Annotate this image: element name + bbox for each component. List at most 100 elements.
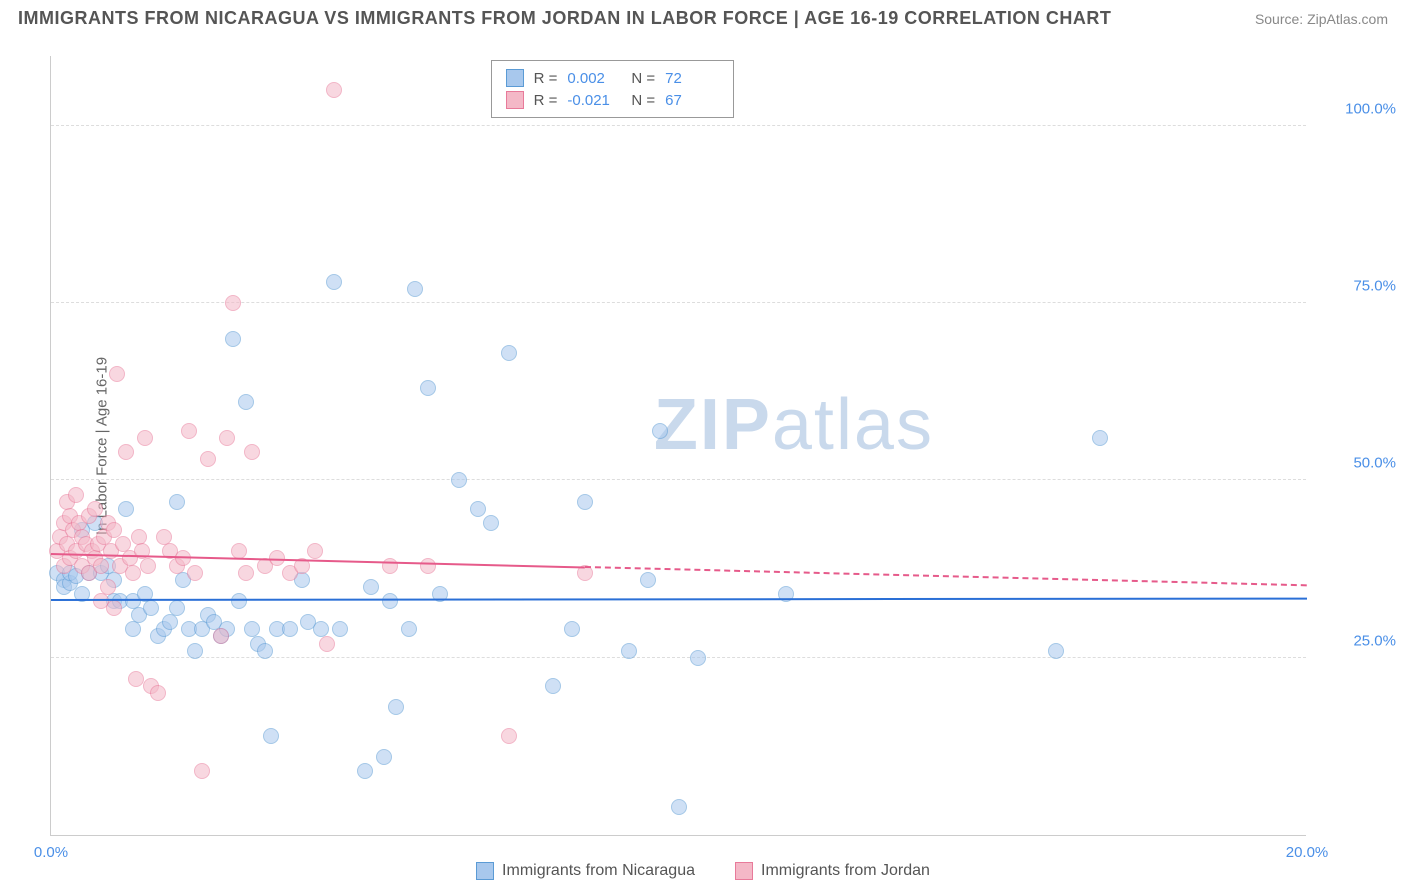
data-point — [68, 487, 84, 503]
data-point — [118, 444, 134, 460]
data-point — [162, 614, 178, 630]
data-point — [319, 636, 335, 652]
data-point — [150, 685, 166, 701]
data-point — [219, 430, 235, 446]
data-point — [376, 749, 392, 765]
r-value: 0.002 — [567, 70, 621, 87]
scatter-chart: In Labor Force | Age 16-19 ZIPatlas R =0… — [50, 56, 1306, 836]
data-point — [332, 621, 348, 637]
legend-swatch — [506, 69, 524, 87]
data-point — [187, 643, 203, 659]
legend-item: Immigrants from Jordan — [735, 862, 930, 880]
data-point — [382, 558, 398, 574]
legend-swatch — [735, 862, 753, 880]
data-point — [326, 82, 342, 98]
data-point — [564, 621, 580, 637]
legend-label: Immigrants from Nicaragua — [502, 862, 695, 880]
data-point — [307, 543, 323, 559]
data-point — [263, 728, 279, 744]
n-label: N = — [631, 92, 655, 109]
data-point — [501, 345, 517, 361]
data-point — [187, 565, 203, 581]
gridline — [51, 479, 1306, 480]
data-point — [128, 671, 144, 687]
watermark: ZIPatlas — [654, 384, 934, 466]
data-point — [169, 494, 185, 510]
trend-line-extrapolated — [585, 566, 1307, 586]
data-point — [1048, 643, 1064, 659]
correlation-legend: R = 0.002 N = 72 R = -0.021 N = 67 — [491, 60, 735, 118]
data-point — [169, 600, 185, 616]
data-point — [357, 763, 373, 779]
y-tick-label: 50.0% — [1316, 455, 1396, 472]
data-point — [100, 579, 116, 595]
data-point — [363, 579, 379, 595]
legend-label: Immigrants from Jordan — [761, 862, 930, 880]
data-point — [194, 763, 210, 779]
data-point — [382, 593, 398, 609]
data-point — [238, 565, 254, 581]
y-tick-label: 100.0% — [1316, 100, 1396, 117]
r-label: R = — [534, 70, 558, 87]
data-point — [125, 621, 141, 637]
data-point — [545, 678, 561, 694]
data-point — [106, 522, 122, 538]
r-label: R = — [534, 92, 558, 109]
data-point — [225, 295, 241, 311]
data-point — [225, 331, 241, 347]
data-point — [420, 380, 436, 396]
correlation-legend-row: R = -0.021 N = 67 — [506, 89, 720, 111]
data-point — [690, 650, 706, 666]
chart-title: IMMIGRANTS FROM NICARAGUA VS IMMIGRANTS … — [18, 8, 1111, 29]
data-point — [1092, 430, 1108, 446]
data-point — [125, 565, 141, 581]
y-tick-label: 25.0% — [1316, 632, 1396, 649]
data-point — [231, 593, 247, 609]
data-point — [652, 423, 668, 439]
data-point — [501, 728, 517, 744]
data-point — [181, 423, 197, 439]
correlation-legend-row: R = 0.002 N = 72 — [506, 67, 720, 89]
data-point — [238, 394, 254, 410]
data-point — [577, 494, 593, 510]
x-tick-label: 20.0% — [1286, 844, 1329, 861]
data-point — [257, 643, 273, 659]
data-point — [621, 643, 637, 659]
trend-line — [51, 598, 1307, 601]
n-value: 72 — [665, 70, 719, 87]
data-point — [140, 558, 156, 574]
data-point — [137, 430, 153, 446]
chart-header: IMMIGRANTS FROM NICARAGUA VS IMMIGRANTS … — [0, 0, 1406, 33]
data-point — [388, 699, 404, 715]
data-point — [470, 501, 486, 517]
data-point — [106, 600, 122, 616]
y-tick-label: 75.0% — [1316, 278, 1396, 295]
data-point — [143, 600, 159, 616]
gridline — [51, 125, 1306, 126]
legend-swatch — [476, 862, 494, 880]
x-tick-label: 0.0% — [34, 844, 68, 861]
data-point — [451, 472, 467, 488]
n-label: N = — [631, 70, 655, 87]
r-value: -0.021 — [567, 92, 621, 109]
data-point — [420, 558, 436, 574]
data-point — [118, 501, 134, 517]
source-label: Source: ZipAtlas.com — [1255, 11, 1388, 27]
data-point — [407, 281, 423, 297]
data-point — [109, 366, 125, 382]
data-point — [93, 558, 109, 574]
n-value: 67 — [665, 92, 719, 109]
series-legend: Immigrants from Nicaragua Immigrants from… — [0, 862, 1406, 880]
legend-item: Immigrants from Nicaragua — [476, 862, 695, 880]
data-point — [483, 515, 499, 531]
data-point — [200, 451, 216, 467]
data-point — [244, 444, 260, 460]
data-point — [213, 628, 229, 644]
data-point — [640, 572, 656, 588]
data-point — [326, 274, 342, 290]
data-point — [401, 621, 417, 637]
data-point — [282, 621, 298, 637]
data-point — [671, 799, 687, 815]
gridline — [51, 657, 1306, 658]
data-point — [87, 501, 103, 517]
